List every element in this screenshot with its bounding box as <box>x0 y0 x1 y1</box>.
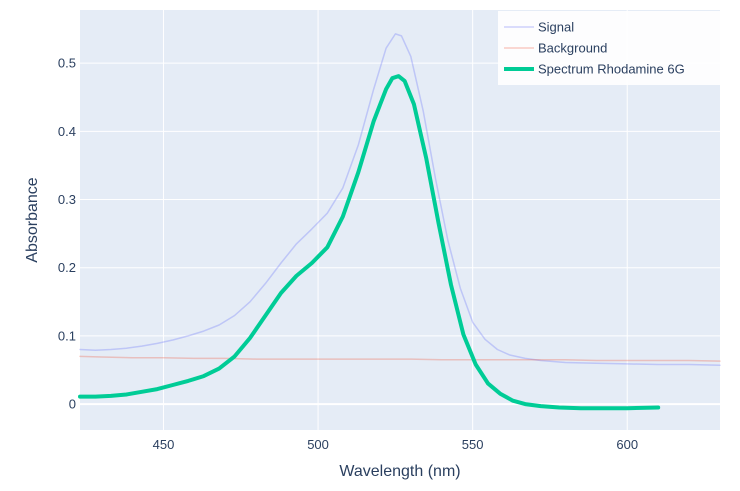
legend[interactable]: Signal Background Spectrum Rhodamine 6G <box>498 11 720 85</box>
y-tick-labels: 0 0.1 0.2 0.3 0.4 0.5 <box>58 56 76 412</box>
series-line-background <box>79 355 721 362</box>
y-axis-title: Absorbance <box>24 177 41 262</box>
legend-label: Background <box>538 41 607 56</box>
legend-item-signal[interactable]: Signal <box>504 20 574 35</box>
series-lines <box>78 33 721 411</box>
x-tick-label: 450 <box>153 437 175 452</box>
x-tick-labels: 450 500 550 600 <box>153 437 638 452</box>
x-tick-label: 550 <box>462 437 484 452</box>
legend-item-background[interactable]: Background <box>504 41 607 56</box>
legend-label: Signal <box>538 20 574 35</box>
y-tick-label: 0 <box>69 397 76 412</box>
series-line-signal <box>79 33 721 366</box>
y-tick-label: 0.1 <box>58 328 76 343</box>
y-tick-label: 0.5 <box>58 56 76 71</box>
x-tick-label: 500 <box>307 437 329 452</box>
legend-box <box>498 11 720 85</box>
y-tick-label: 0.2 <box>58 260 76 275</box>
series-line-spectrum-rhodamine-6g <box>78 74 661 411</box>
y-tick-label: 0.4 <box>58 124 76 139</box>
legend-label: Spectrum Rhodamine 6G <box>538 62 685 77</box>
x-tick-label: 600 <box>616 437 638 452</box>
y-tick-label: 0.3 <box>58 192 76 207</box>
legend-item-spectrum-rhodamine-6g[interactable]: Spectrum Rhodamine 6G <box>504 62 685 77</box>
x-axis-title: Wavelength (nm) <box>339 463 460 480</box>
